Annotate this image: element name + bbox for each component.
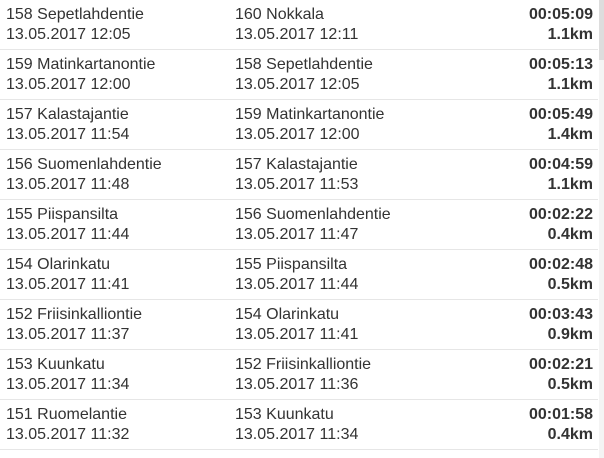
distance: 1.4km — [547, 126, 593, 143]
trip-row[interactable]: 153 Kuunkatu 13.05.2017 11:34 152 Friisin… — [0, 350, 598, 400]
trip-stats: 00:01:58 0.4km — [529, 405, 593, 445]
trip-stats: 00:05:13 1.1km — [529, 55, 593, 95]
departure-time: 13.05.2017 11:48 — [6, 176, 130, 193]
departure-station: 154 Olarinkatu — [6, 256, 111, 273]
duration: 00:02:22 — [528, 206, 593, 223]
arrival-time: 13.05.2017 11:44 — [235, 276, 359, 293]
arrival: 159 Matinkartanontie 13.05.2017 12:00 — [235, 105, 384, 145]
distance: 0.4km — [547, 226, 593, 243]
arrival: 160 Nokkala 13.05.2017 12:11 — [235, 5, 358, 45]
trip-stats: 00:02:22 0.4km — [529, 205, 593, 245]
arrival-station: 160 Nokkala — [235, 6, 324, 23]
departure-time: 13.05.2017 11:37 — [6, 326, 130, 343]
departure-time: 13.05.2017 12:05 — [6, 26, 131, 43]
arrival-station: 156 Suomenlahdentie — [235, 206, 391, 223]
duration: 00:05:09 — [528, 6, 593, 23]
departure-time: 13.05.2017 11:32 — [6, 426, 130, 443]
trip-stats: 00:05:49 1.4km — [529, 105, 593, 145]
departure: 152 Friisinkalliontie 13.05.2017 11:37 — [6, 305, 142, 345]
arrival-time: 13.05.2017 11:53 — [235, 176, 359, 193]
trip-stats: 00:05:09 1.1km — [529, 5, 593, 45]
duration: 00:04:59 — [528, 156, 593, 173]
departure-time: 13.05.2017 11:34 — [6, 376, 130, 393]
arrival: 154 Olarinkatu 13.05.2017 11:41 — [235, 305, 358, 345]
departure: 157 Kalastajantie 13.05.2017 11:54 — [6, 105, 129, 145]
trip-stats: 00:03:43 0.9km — [529, 305, 593, 345]
duration: 00:05:13 — [528, 56, 593, 73]
arrival-time: 13.05.2017 11:41 — [235, 326, 359, 343]
arrival-station: 157 Kalastajantie — [235, 156, 358, 173]
departure-station: 152 Friisinkalliontie — [6, 306, 143, 323]
arrival-time: 13.05.2017 11:34 — [235, 426, 359, 443]
arrival: 152 Friisinkalliontie 13.05.2017 11:36 — [235, 355, 371, 395]
departure: 159 Matinkartanontie 13.05.2017 12:00 — [6, 55, 155, 95]
departure-time: 13.05.2017 11:54 — [6, 126, 130, 143]
departure-station: 159 Matinkartanontie — [6, 56, 156, 73]
arrival: 157 Kalastajantie 13.05.2017 11:53 — [235, 155, 358, 195]
trip-list: 158 Sepetlahdentie 13.05.2017 12:05 160 N… — [0, 0, 598, 450]
arrival-time: 13.05.2017 11:47 — [235, 226, 359, 243]
departure-station: 157 Kalastajantie — [6, 106, 129, 123]
distance: 1.1km — [547, 26, 593, 43]
departure-station: 153 Kuunkatu — [6, 356, 105, 373]
arrival: 156 Suomenlahdentie 13.05.2017 11:47 — [235, 205, 391, 245]
duration: 00:03:43 — [528, 306, 593, 323]
trip-row[interactable]: 156 Suomenlahdentie 13.05.2017 11:48 157 … — [0, 150, 598, 200]
distance: 0.5km — [547, 276, 593, 293]
arrival: 158 Sepetlahdentie 13.05.2017 12:05 — [235, 55, 373, 95]
trip-row[interactable]: 154 Olarinkatu 13.05.2017 11:41 155 Piisp… — [0, 250, 598, 300]
duration: 00:02:21 — [528, 356, 593, 373]
departure: 153 Kuunkatu 13.05.2017 11:34 — [6, 355, 129, 395]
arrival-station: 158 Sepetlahdentie — [235, 56, 373, 73]
trip-stats: 00:02:21 0.5km — [529, 355, 593, 395]
departure: 158 Sepetlahdentie 13.05.2017 12:05 — [6, 5, 144, 45]
arrival: 153 Kuunkatu 13.05.2017 11:34 — [235, 405, 358, 445]
departure: 155 Piispansilta 13.05.2017 11:44 — [6, 205, 129, 245]
scrollbar[interactable] — [599, 0, 604, 458]
duration: 00:05:49 — [528, 106, 593, 123]
arrival-station: 154 Olarinkatu — [235, 306, 340, 323]
trip-row[interactable]: 159 Matinkartanontie 13.05.2017 12:00 158… — [0, 50, 598, 100]
distance: 1.1km — [547, 76, 593, 93]
scrollbar-thumb[interactable] — [599, 0, 604, 60]
departure: 156 Suomenlahdentie 13.05.2017 11:48 — [6, 155, 162, 195]
trip-row[interactable]: 157 Kalastajantie 13.05.2017 11:54 159 Ma… — [0, 100, 598, 150]
departure-time: 13.05.2017 11:44 — [6, 226, 130, 243]
departure-station: 155 Piispansilta — [6, 206, 119, 223]
trip-stats: 00:02:48 0.5km — [529, 255, 593, 295]
distance: 0.9km — [547, 326, 593, 343]
distance: 1.1km — [547, 176, 593, 193]
trip-row[interactable]: 155 Piispansilta 13.05.2017 11:44 156 Suo… — [0, 200, 598, 250]
trip-row[interactable]: 158 Sepetlahdentie 13.05.2017 12:05 160 N… — [0, 0, 598, 50]
departure-station: 151 Ruomelantie — [6, 406, 127, 423]
arrival-station: 153 Kuunkatu — [235, 406, 334, 423]
arrival: 155 Piispansilta 13.05.2017 11:44 — [235, 255, 358, 295]
duration: 00:01:58 — [528, 406, 593, 423]
departure: 154 Olarinkatu 13.05.2017 11:41 — [6, 255, 129, 295]
departure: 151 Ruomelantie 13.05.2017 11:32 — [6, 405, 129, 445]
departure-station: 158 Sepetlahdentie — [6, 6, 144, 23]
departure-time: 13.05.2017 11:41 — [6, 276, 130, 293]
arrival-time: 13.05.2017 12:05 — [235, 76, 360, 93]
arrival-station: 155 Piispansilta — [235, 256, 348, 273]
trip-stats: 00:04:59 1.1km — [529, 155, 593, 195]
distance: 0.4km — [547, 426, 593, 443]
departure-station: 156 Suomenlahdentie — [6, 156, 162, 173]
trip-row[interactable]: 152 Friisinkalliontie 13.05.2017 11:37 15… — [0, 300, 598, 350]
arrival-station: 159 Matinkartanontie — [235, 106, 385, 123]
duration: 00:02:48 — [528, 256, 593, 273]
distance: 0.5km — [547, 376, 593, 393]
departure-time: 13.05.2017 12:00 — [6, 76, 131, 93]
trip-row[interactable]: 151 Ruomelantie 13.05.2017 11:32 153 Kuun… — [0, 400, 598, 450]
arrival-time: 13.05.2017 12:11 — [235, 26, 359, 43]
arrival-station: 152 Friisinkalliontie — [235, 356, 372, 373]
arrival-time: 13.05.2017 11:36 — [235, 376, 359, 393]
arrival-time: 13.05.2017 12:00 — [235, 126, 360, 143]
